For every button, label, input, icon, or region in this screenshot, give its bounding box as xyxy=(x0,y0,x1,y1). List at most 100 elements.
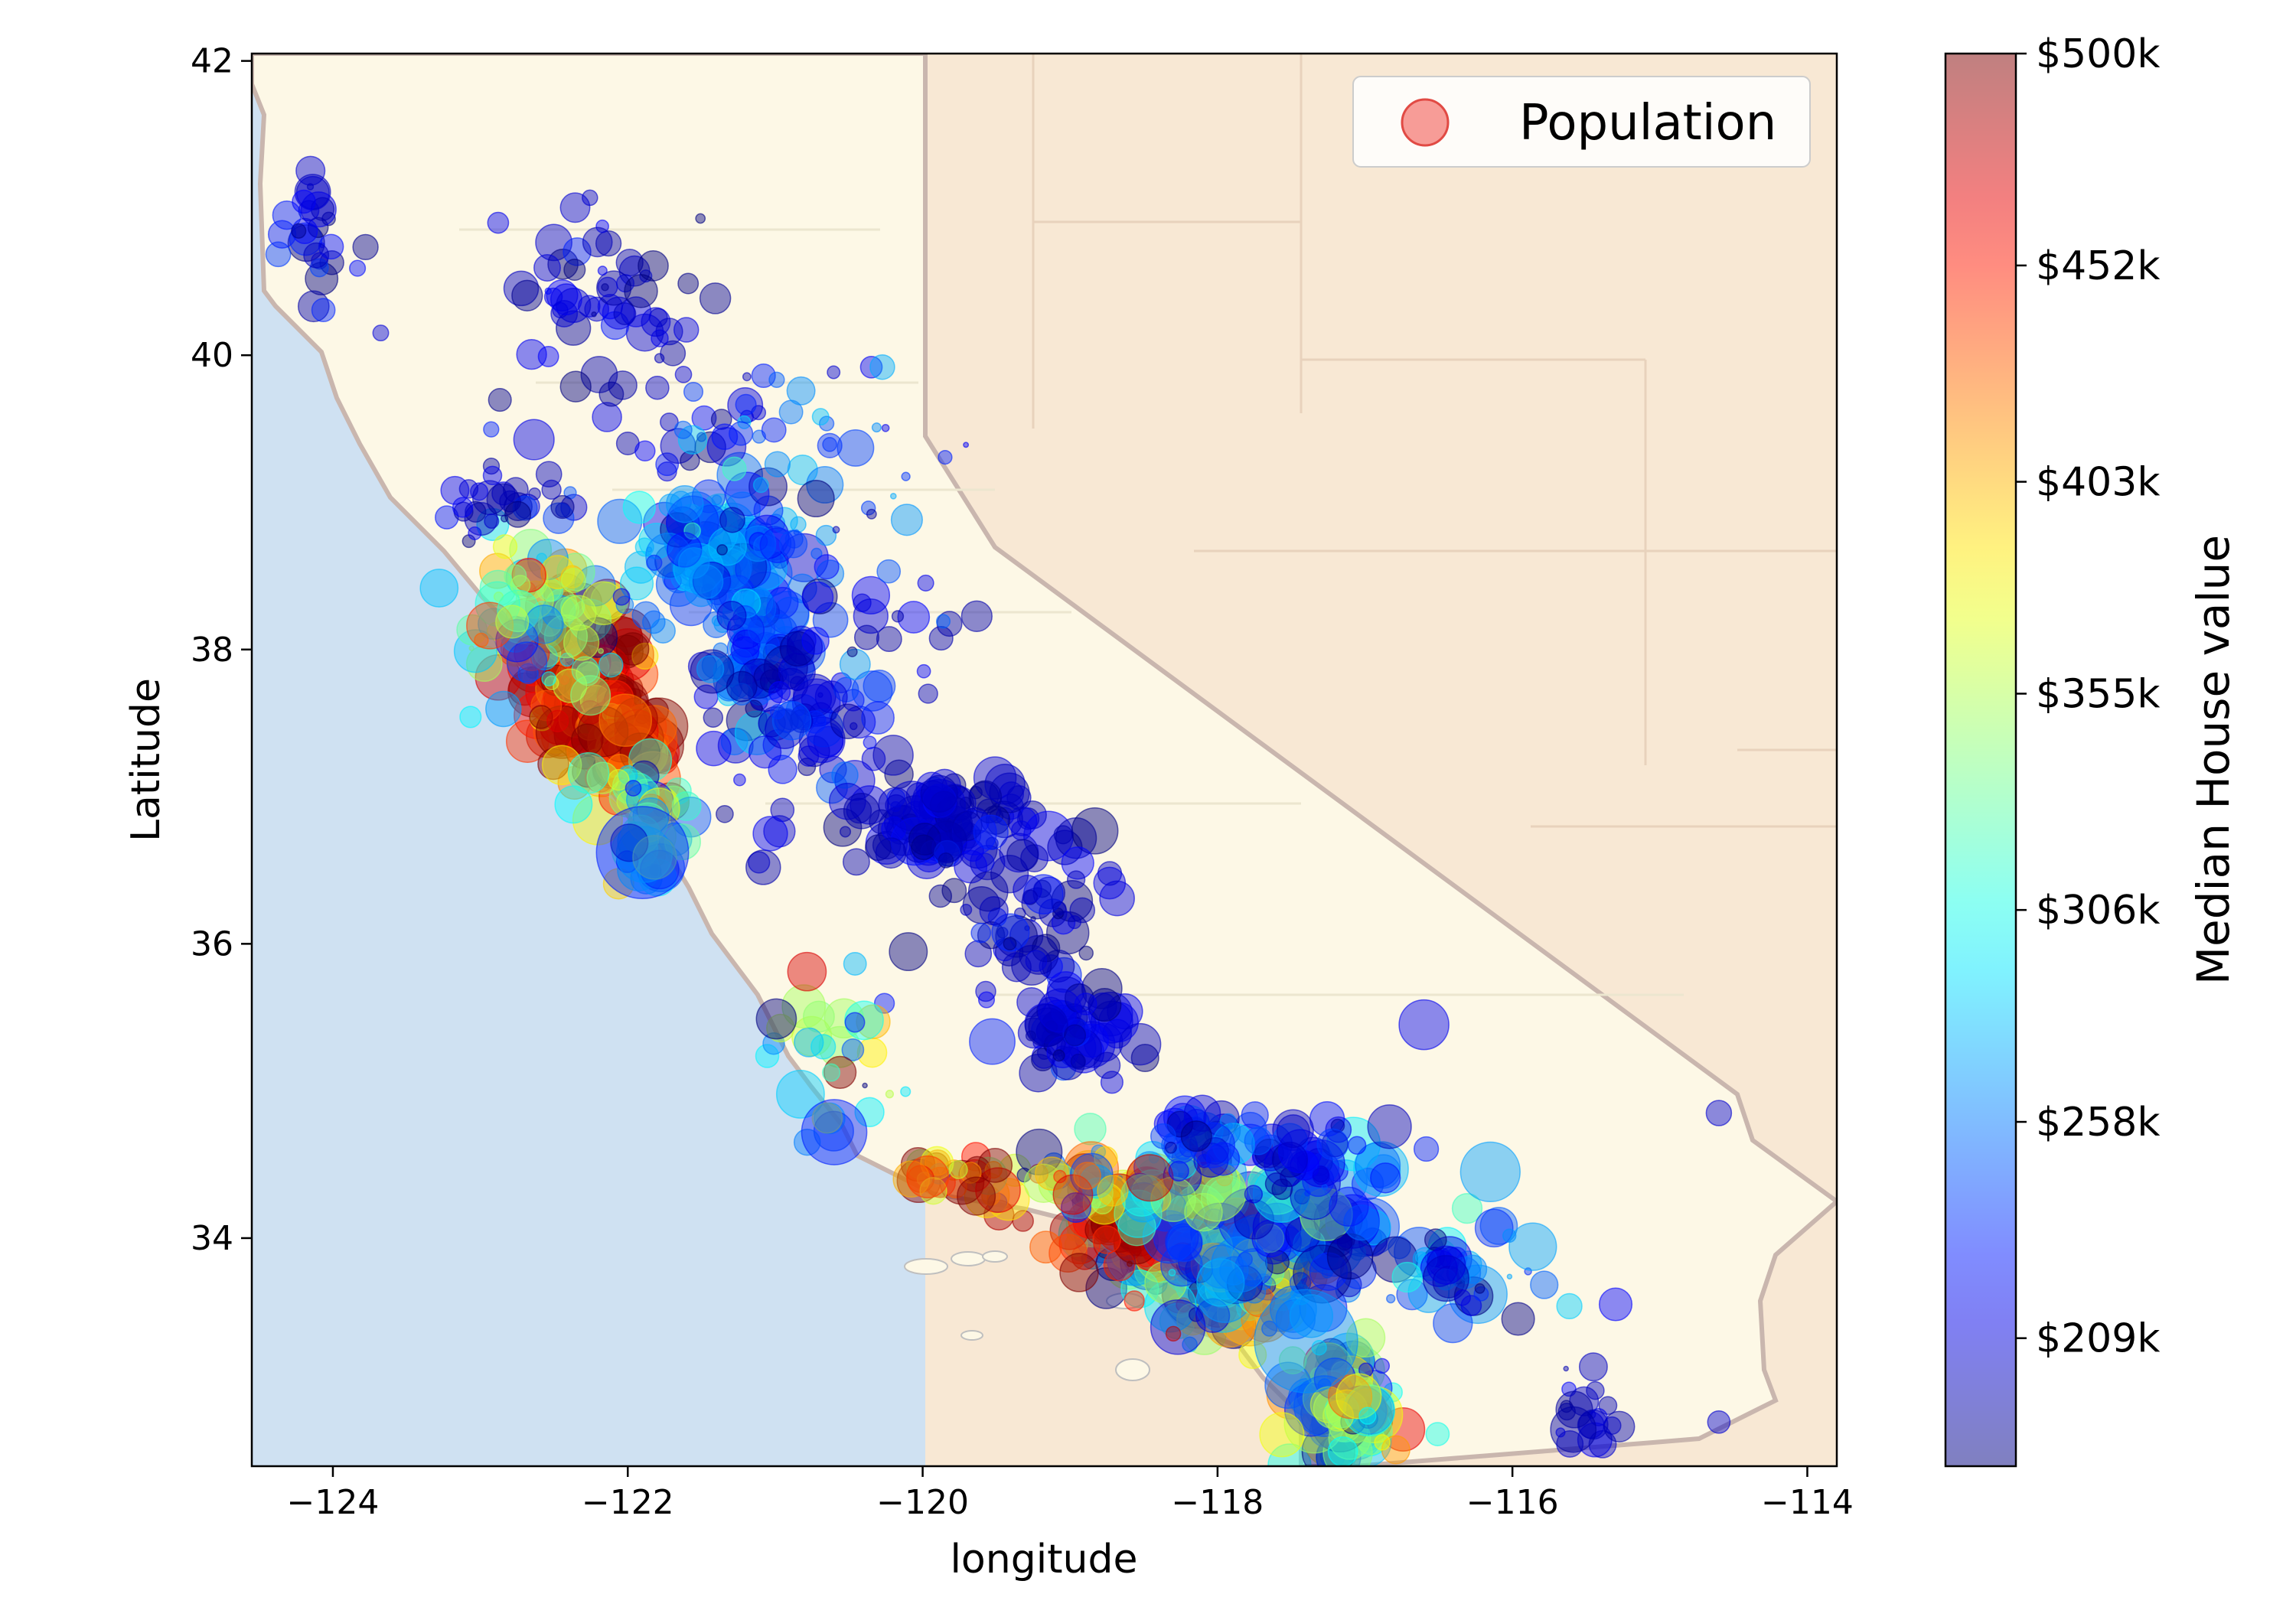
data-point xyxy=(349,259,367,277)
data-point xyxy=(1578,1352,1608,1382)
data-point xyxy=(1073,1162,1101,1190)
data-point xyxy=(598,693,653,748)
data-point xyxy=(1093,866,1127,900)
data-point xyxy=(506,641,548,683)
data-point xyxy=(801,1099,868,1165)
data-point xyxy=(484,513,500,530)
data-point xyxy=(843,792,880,830)
data-point xyxy=(677,425,708,455)
colorbar: $209k $258k $306k $355k $403k $452k $500k Medi… xyxy=(1944,31,2239,1468)
data-point xyxy=(798,735,830,768)
data-point xyxy=(1052,1049,1065,1062)
data-point xyxy=(901,471,911,481)
data-point xyxy=(810,1034,837,1060)
data-point xyxy=(952,810,983,841)
data-point xyxy=(537,345,559,367)
x-tick-label: −122 xyxy=(582,1483,674,1522)
data-point xyxy=(495,605,530,639)
data-point xyxy=(1347,1136,1367,1155)
colorbar-tick-label: $258k xyxy=(2036,1100,2160,1146)
data-point xyxy=(575,712,604,742)
colorbar-tick-label: $209k xyxy=(2036,1316,2160,1362)
data-point xyxy=(885,1090,895,1099)
data-point xyxy=(891,610,905,623)
data-point xyxy=(839,648,871,680)
data-point xyxy=(1078,945,1094,961)
y-axis: 34 36 38 40 42 xyxy=(191,42,252,1258)
data-point xyxy=(778,530,808,559)
data-point xyxy=(786,376,816,406)
data-point xyxy=(485,690,522,728)
data-point xyxy=(871,422,882,433)
data-point xyxy=(634,440,656,462)
data-point xyxy=(567,751,610,794)
data-point xyxy=(598,652,624,678)
data-point xyxy=(632,835,677,880)
data-point xyxy=(730,683,753,706)
data-point xyxy=(696,730,732,767)
data-point xyxy=(875,837,907,869)
data-point xyxy=(834,760,876,801)
data-point xyxy=(1474,1283,1486,1294)
data-point xyxy=(1064,1024,1087,1047)
data-point xyxy=(863,670,896,702)
data-point xyxy=(576,661,601,686)
data-point xyxy=(694,431,726,464)
data-point xyxy=(1164,1141,1177,1154)
data-point xyxy=(1099,880,1135,917)
california-map xyxy=(252,54,1837,1466)
data-point xyxy=(483,421,500,438)
colorbar-tick-label: $403k xyxy=(2036,460,2160,506)
data-point xyxy=(711,494,722,506)
data-point xyxy=(1329,1186,1369,1227)
data-point xyxy=(612,588,631,606)
data-point xyxy=(1097,1175,1129,1207)
data-point xyxy=(1413,1136,1440,1162)
data-point xyxy=(1118,1022,1162,1066)
data-point xyxy=(1046,957,1082,993)
data-point xyxy=(610,823,649,862)
data-point xyxy=(1367,1104,1412,1149)
data-point xyxy=(821,1063,841,1082)
data-point xyxy=(1259,1412,1305,1458)
data-point xyxy=(787,455,818,486)
data-point xyxy=(1093,1051,1121,1080)
data-point xyxy=(1069,897,1096,924)
data-point xyxy=(765,590,810,634)
data-point xyxy=(1150,1299,1206,1355)
data-point xyxy=(1031,1048,1055,1072)
data-point xyxy=(1052,901,1067,916)
data-point xyxy=(885,794,908,817)
data-point xyxy=(557,765,592,800)
data-point xyxy=(798,716,846,764)
data-point xyxy=(615,632,650,666)
data-point xyxy=(305,262,339,296)
data-point xyxy=(295,155,326,186)
data-point xyxy=(654,353,665,363)
data-point xyxy=(1074,1113,1107,1146)
data-point xyxy=(533,254,561,282)
data-point xyxy=(612,768,648,805)
colorbar-tick-label: $306k xyxy=(2036,888,2160,934)
data-point xyxy=(550,494,575,520)
data-point xyxy=(1098,1002,1139,1043)
data-point xyxy=(708,526,747,566)
data-point xyxy=(850,722,858,731)
data-point xyxy=(957,1176,996,1216)
data-point xyxy=(1398,999,1450,1051)
data-point xyxy=(1168,1160,1189,1182)
data-point xyxy=(929,790,958,820)
data-point xyxy=(300,191,337,228)
data-point xyxy=(851,575,891,615)
data-point xyxy=(752,477,769,494)
data-point xyxy=(779,533,829,582)
y-tick-label: 40 xyxy=(191,336,233,375)
data-point xyxy=(886,788,906,808)
island-shape xyxy=(982,1250,1008,1263)
data-point xyxy=(613,302,637,325)
data-point xyxy=(1502,1228,1517,1244)
data-point xyxy=(649,864,662,877)
data-point xyxy=(1038,988,1082,1033)
data-point xyxy=(973,756,1017,800)
data-point xyxy=(636,794,667,824)
